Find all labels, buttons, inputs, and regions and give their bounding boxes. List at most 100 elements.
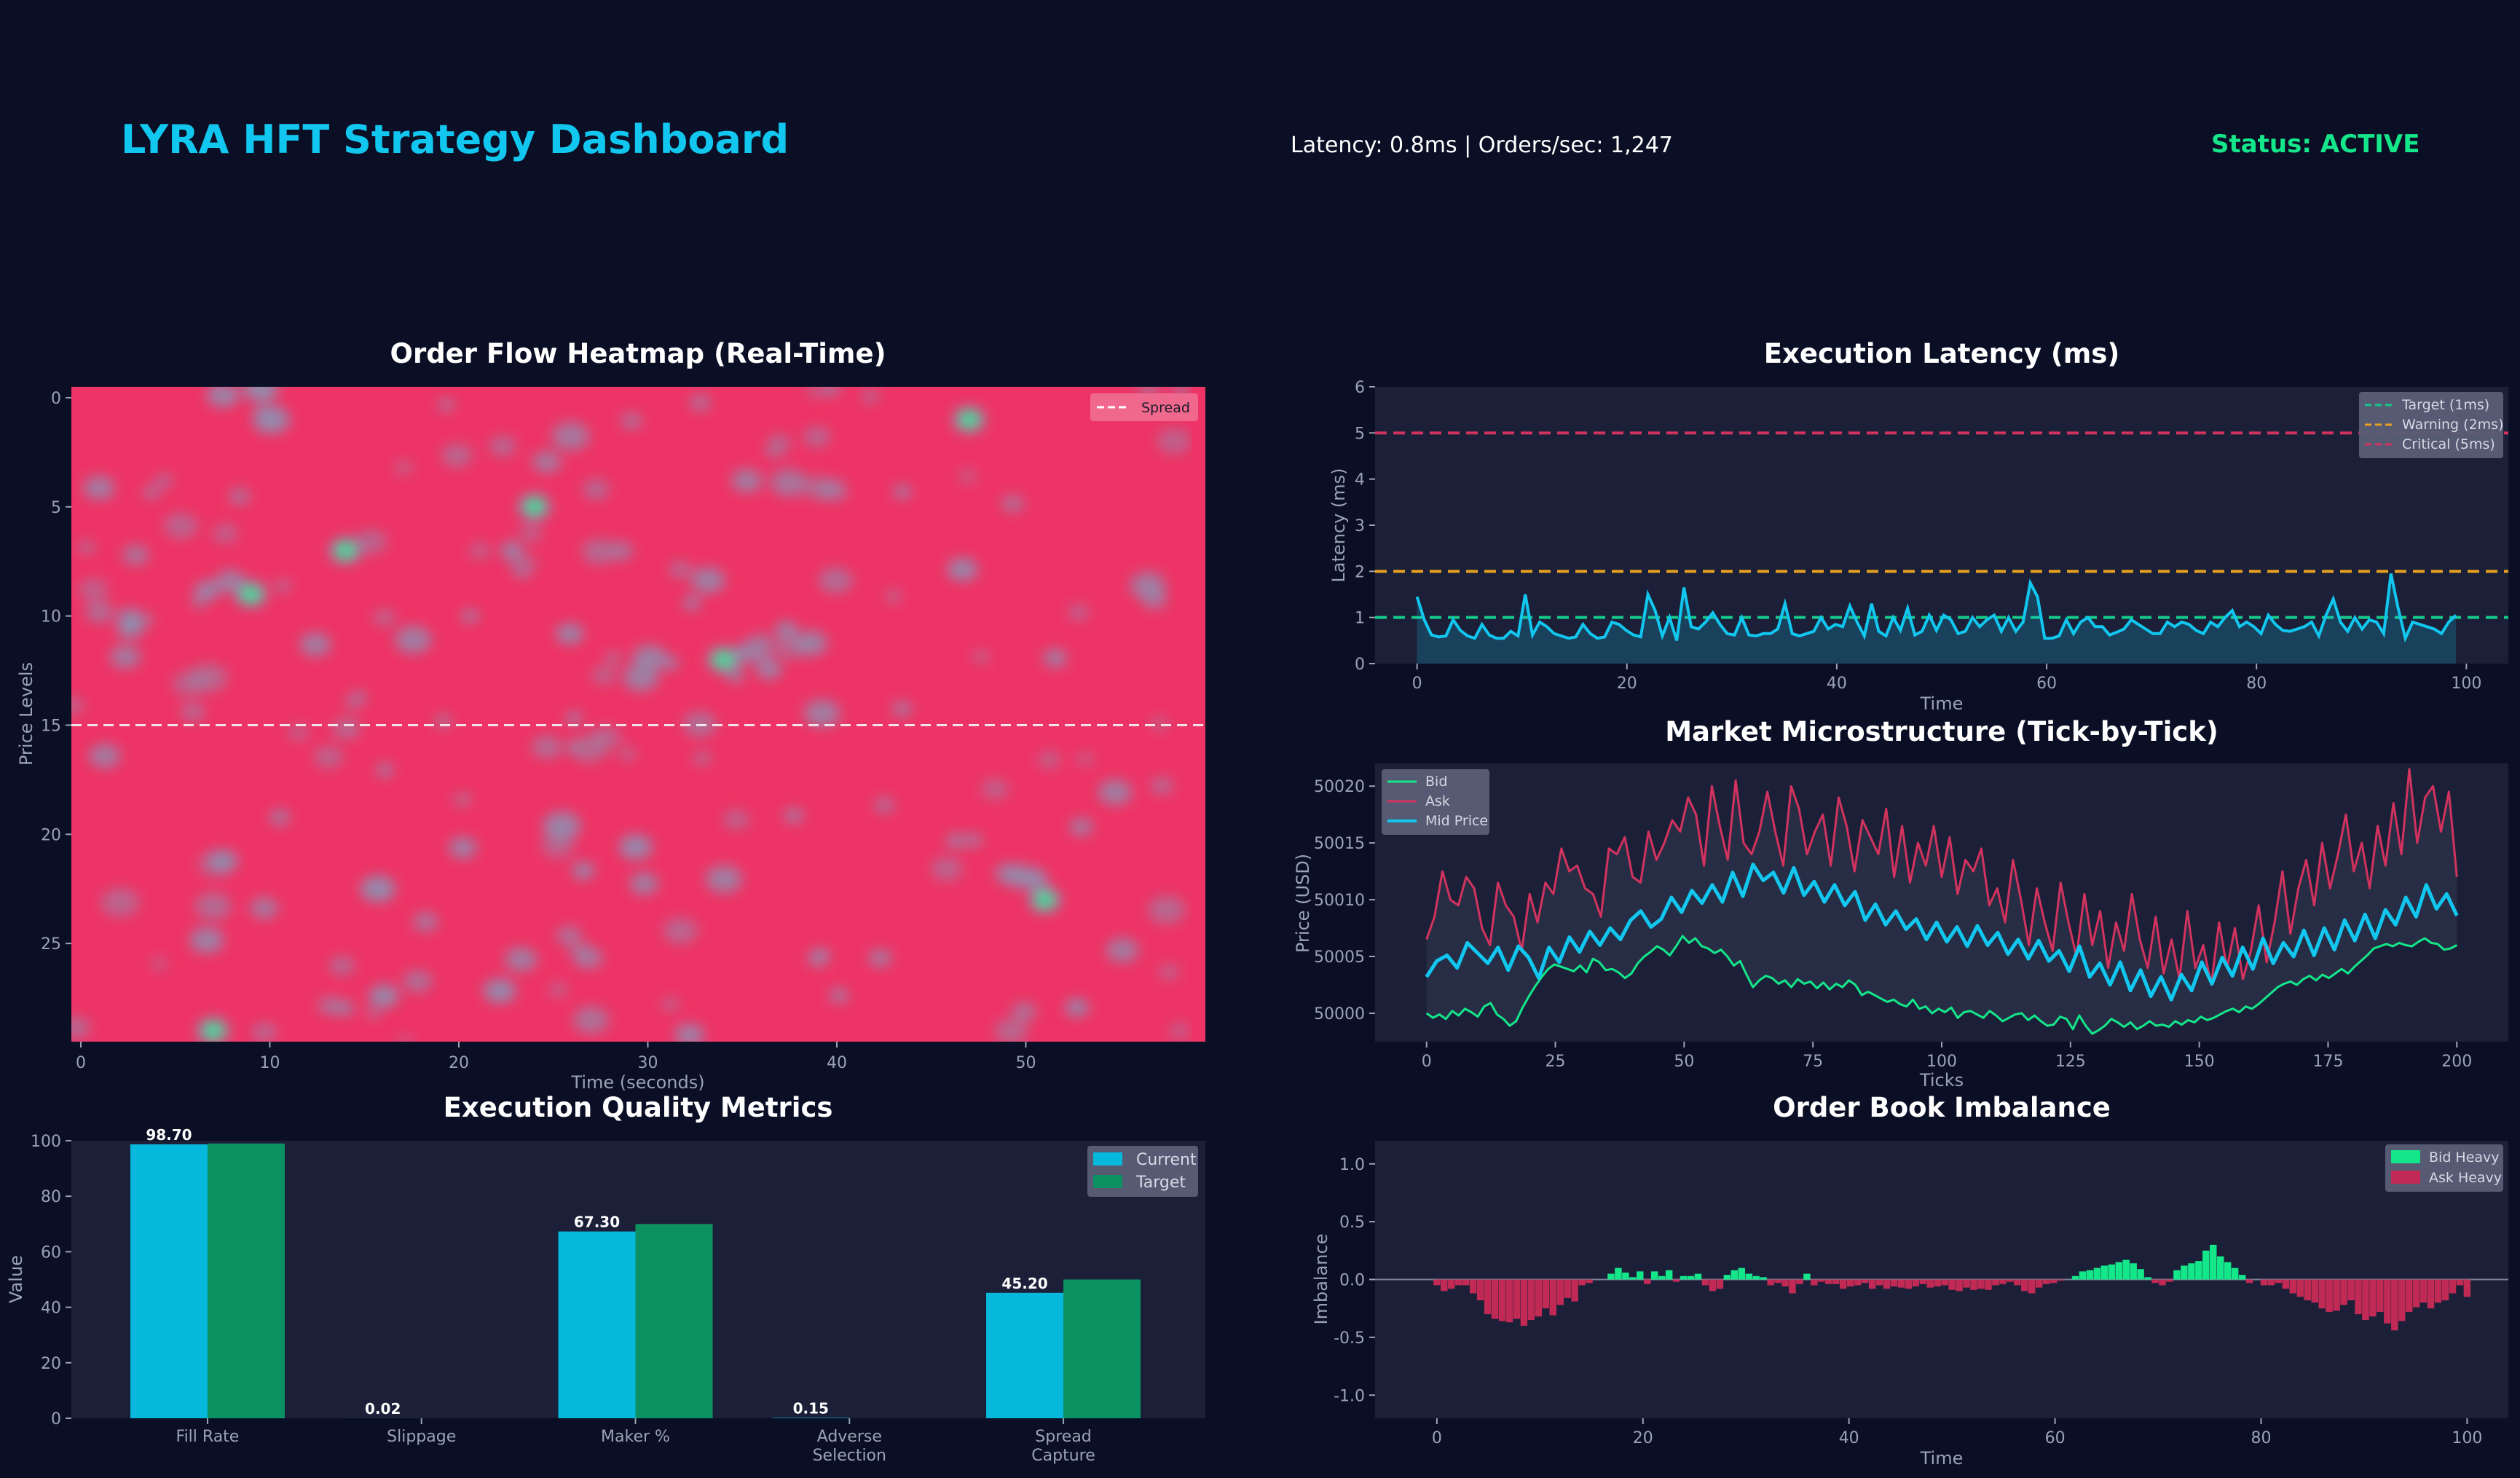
bar-bid-heavy	[1665, 1270, 1673, 1280]
heatmap-cell	[590, 726, 621, 750]
microstructure-x-tick-label: 25	[1546, 1053, 1566, 1071]
bar-ask-heavy	[1977, 1279, 1985, 1289]
latency-y-tick-label: 4	[1355, 471, 1365, 490]
series-line-mid-price	[1425, 862, 2459, 1002]
heatmap-cell	[689, 394, 712, 411]
bar-ask-heavy	[2260, 1279, 2268, 1286]
bar-bid-heavy	[2210, 1244, 2217, 1280]
microstructure-x-ticks: 0 25 50 75 100 125 150 175 200	[1422, 1042, 2472, 1071]
heatmap-cell	[566, 712, 582, 725]
heatmap-cell	[531, 736, 562, 759]
bar-ask-heavy	[2398, 1279, 2406, 1321]
heatmap-y-tick-label: 25	[41, 935, 61, 954]
heatmap-cell	[164, 513, 198, 539]
bar-bid-heavy	[1622, 1272, 1629, 1280]
bar-ask-heavy	[2151, 1279, 2159, 1284]
latency-y-tick-label: 6	[1355, 379, 1365, 397]
quality-x-tick-label: Spread	[1035, 1428, 1091, 1446]
heatmap-x-label: Time (seconds)	[570, 1072, 704, 1093]
heatmap-cell	[1151, 777, 1173, 795]
bar-bid-heavy	[1752, 1275, 1760, 1280]
bar-bid-heavy	[1629, 1277, 1637, 1280]
heatmap-cell	[403, 970, 433, 992]
bar-ask-heavy	[1992, 1279, 1999, 1286]
bar-bid-heavy	[2100, 1265, 2108, 1280]
bar-ask-heavy	[1767, 1279, 1774, 1286]
heatmap-cell	[820, 387, 840, 396]
heatmap-cell	[181, 702, 205, 721]
bar-ask-heavy	[1527, 1279, 1535, 1321]
latency-y-tick-label: 0	[1355, 656, 1365, 674]
heatmap-cell	[318, 997, 341, 1015]
heatmap-hotspot	[336, 543, 355, 558]
heatmap-cell	[360, 876, 395, 903]
microstructure-x-tick-label: 150	[2184, 1053, 2215, 1071]
heatmap-cell	[117, 608, 141, 626]
latency-panel: Execution Latency (ms) 0 20 40 60 80 100 0 1 2 3…	[1328, 338, 2508, 714]
bar-current	[130, 1144, 208, 1418]
heatmap-cell	[332, 718, 361, 739]
heatmap-cell	[583, 479, 610, 500]
heatmap-cell	[931, 857, 963, 881]
bar-ask-heavy	[1448, 1279, 1455, 1289]
legend-mid-price: Mid Price	[1425, 813, 1488, 829]
heatmap-cell	[868, 949, 892, 967]
heatmap-cell	[449, 837, 477, 858]
bar-bid-heavy	[2238, 1275, 2246, 1280]
microstructure-title: Market Microstructure (Tick-by-Tick)	[1665, 716, 2218, 747]
imbalance-y-tick-label: 0.0	[1339, 1272, 1365, 1290]
heatmap-cell	[958, 469, 977, 484]
bar-ask-heavy	[1535, 1279, 1543, 1317]
quality-x-tick-label: Fill Rate	[176, 1428, 240, 1446]
bar-bid-heavy	[2224, 1262, 2232, 1280]
heatmap-cell	[195, 892, 232, 920]
heatmap-y-tick-label: 0	[51, 390, 61, 408]
legend-target: Target (1ms)	[2401, 397, 2489, 413]
heatmap-cell	[398, 1035, 413, 1042]
bar-ask-heavy	[1455, 1279, 1462, 1286]
bar-ask-heavy	[1883, 1279, 1891, 1289]
quality-y-tick-label: 20	[41, 1355, 61, 1373]
bar-ask-heavy	[1498, 1279, 1506, 1321]
heatmap-cell	[609, 542, 634, 560]
heatmap-cell	[441, 444, 473, 468]
heatmap-cell	[373, 609, 395, 626]
heatmap-cell	[623, 664, 659, 691]
microstructure-x-label: Ticks	[1919, 1070, 1964, 1090]
quality-x-tick-label: Slippage	[387, 1428, 456, 1446]
bar-ask-heavy	[2007, 1279, 2014, 1282]
heatmap-cell	[806, 387, 821, 398]
bar-ask-heavy	[1476, 1279, 1484, 1301]
heatmap-cell	[1169, 1023, 1190, 1039]
latency-area	[1417, 573, 2456, 664]
bar-ask-heavy	[2456, 1279, 2464, 1286]
heatmap-cell	[250, 897, 278, 919]
heatmap-cell	[784, 809, 803, 823]
microstructure-x-tick-label: 125	[2055, 1053, 2086, 1071]
microstructure-x-tick-label: 75	[1803, 1053, 1823, 1071]
heatmap-cell	[209, 850, 238, 872]
heatmap-cell	[690, 567, 725, 593]
bar-bid-heavy	[1637, 1271, 1644, 1280]
heatmap-cell	[207, 387, 240, 408]
bar-ask-heavy	[1854, 1279, 1862, 1286]
bar-ask-heavy	[1861, 1279, 1869, 1284]
heatmap-cell	[862, 390, 879, 403]
heatmap-cell	[541, 833, 575, 858]
bar-ask-heavy	[1571, 1279, 1578, 1302]
heatmap-cell	[269, 810, 290, 825]
quality-y-tick-label: 0	[51, 1410, 61, 1428]
bar-ask-heavy	[1956, 1279, 1963, 1292]
heatmap-cell	[723, 809, 749, 830]
imbalance-panel: Order Book Imbalance 0 20 40 60 80 100 1.0 0.5…	[1311, 1092, 2508, 1469]
heatmap-cell	[572, 862, 595, 879]
bar-ask-heavy	[2326, 1279, 2333, 1312]
bar-value-label: 45.20	[1001, 1275, 1047, 1292]
quality-title: Execution Quality Metrics	[444, 1092, 833, 1123]
heatmap-cell	[395, 626, 432, 653]
bar-ask-heavy	[1578, 1279, 1586, 1286]
imbalance-y-tick-label: -1.0	[1334, 1387, 1365, 1405]
heatmap-cell	[1012, 1002, 1036, 1021]
heatmap-cell	[1068, 605, 1089, 621]
